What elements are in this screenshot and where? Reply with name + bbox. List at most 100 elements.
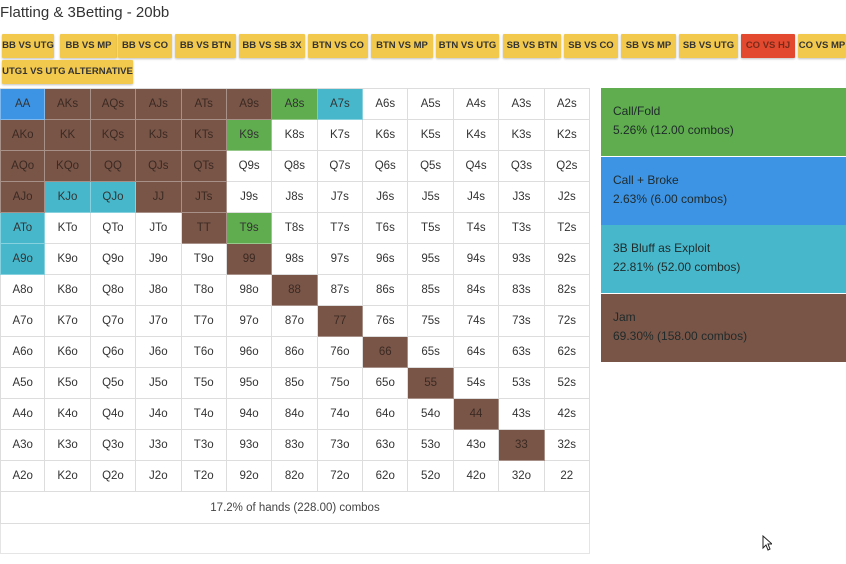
hand-cell-84o[interactable]: 84o xyxy=(272,399,318,430)
hand-cell-93o[interactable]: 93o xyxy=(226,430,273,461)
hand-cell-jto[interactable]: JTo xyxy=(136,213,182,244)
hand-cell-53s[interactable]: 53s xyxy=(499,368,545,399)
hand-cell-k5o[interactable]: K5o xyxy=(45,368,91,399)
hand-cell-97s[interactable]: 97s xyxy=(317,244,364,275)
hand-cell-j9s[interactable]: J9s xyxy=(226,182,273,213)
hand-cell-qjo[interactable]: QJo xyxy=(90,182,137,213)
hand-cell-j2s[interactable]: J2s xyxy=(544,182,590,213)
hand-cell-q4o[interactable]: Q4o xyxy=(90,399,137,430)
hand-cell-ato[interactable]: ATo xyxy=(0,213,46,244)
hand-cell-22[interactable]: 22 xyxy=(544,461,590,492)
hand-cell-a2o[interactable]: A2o xyxy=(0,461,46,492)
hand-cell-a3s[interactable]: A3s xyxy=(499,89,545,120)
hand-cell-q9o[interactable]: Q9o xyxy=(90,244,137,275)
hand-cell-96o[interactable]: 96o xyxy=(226,337,273,368)
hand-cell-66[interactable]: 66 xyxy=(363,337,409,368)
hand-cell-a8o[interactable]: A8o xyxy=(0,275,46,306)
hand-cell-64o[interactable]: 64o xyxy=(363,399,409,430)
hand-cell-kto[interactable]: KTo xyxy=(45,213,91,244)
hand-cell-j7s[interactable]: J7s xyxy=(317,182,364,213)
hand-cell-aa[interactable]: AA xyxy=(0,89,46,120)
hand-cell-86s[interactable]: 86s xyxy=(363,275,409,306)
hand-cell-95o[interactable]: 95o xyxy=(226,368,273,399)
hand-cell-32s[interactable]: 32s xyxy=(544,430,590,461)
hand-cell-44[interactable]: 44 xyxy=(453,399,500,430)
hand-cell-82o[interactable]: 82o xyxy=(272,461,318,492)
hand-cell-k2o[interactable]: K2o xyxy=(45,461,91,492)
hand-cell-t4s[interactable]: T4s xyxy=(453,213,500,244)
hand-cell-97o[interactable]: 97o xyxy=(226,306,273,337)
hand-cell-43o[interactable]: 43o xyxy=(453,430,500,461)
hand-cell-a5s[interactable]: A5s xyxy=(408,89,454,120)
hand-cell-t4o[interactable]: T4o xyxy=(181,399,227,430)
hand-cell-k3o[interactable]: K3o xyxy=(45,430,91,461)
hand-cell-qts[interactable]: QTs xyxy=(181,151,227,182)
hand-cell-j2o[interactable]: J2o xyxy=(136,461,182,492)
hand-cell-q3s[interactable]: Q3s xyxy=(499,151,545,182)
hand-cell-62s[interactable]: 62s xyxy=(544,337,590,368)
hand-cell-ako[interactable]: AKo xyxy=(0,120,46,151)
hand-cell-77[interactable]: 77 xyxy=(317,306,364,337)
hand-cell-a7s[interactable]: A7s xyxy=(317,89,364,120)
tab-co-vs-hj[interactable]: CO VS HJ xyxy=(741,34,795,58)
hand-cell-k4o[interactable]: K4o xyxy=(45,399,91,430)
hand-cell-j3s[interactable]: J3s xyxy=(499,182,545,213)
tab-sb-vs-utg[interactable]: SB VS UTG xyxy=(679,34,738,58)
tab-bb-vs-co[interactable]: BB VS CO xyxy=(118,34,172,58)
hand-cell-92o[interactable]: 92o xyxy=(226,461,273,492)
hand-cell-76s[interactable]: 76s xyxy=(363,306,409,337)
hand-cell-92s[interactable]: 92s xyxy=(544,244,590,275)
hand-cell-t3s[interactable]: T3s xyxy=(499,213,545,244)
hand-cell-q4s[interactable]: Q4s xyxy=(453,151,500,182)
hand-cell-k5s[interactable]: K5s xyxy=(408,120,454,151)
hand-cell-t9o[interactable]: T9o xyxy=(181,244,227,275)
hand-cell-t7s[interactable]: T7s xyxy=(317,213,364,244)
hand-cell-q6s[interactable]: Q6s xyxy=(363,151,409,182)
tab-bb-vs-btn[interactable]: BB VS BTN xyxy=(175,34,236,58)
hand-cell-t7o[interactable]: T7o xyxy=(181,306,227,337)
hand-cell-aks[interactable]: AKs xyxy=(45,89,91,120)
tab-btn-vs-mp[interactable]: BTN VS MP xyxy=(371,34,433,58)
hand-cell-94o[interactable]: 94o xyxy=(226,399,273,430)
legend-item-jam[interactable]: Jam 69.30% (158.00 combos) xyxy=(601,293,846,362)
hand-cell-j4s[interactable]: J4s xyxy=(453,182,500,213)
hand-cell-kqo[interactable]: KQo xyxy=(45,151,91,182)
hand-cell-65o[interactable]: 65o xyxy=(363,368,409,399)
hand-cell-98s[interactable]: 98s xyxy=(272,244,318,275)
hand-cell-33[interactable]: 33 xyxy=(499,430,545,461)
hand-cell-t9s[interactable]: T9s xyxy=(226,213,273,244)
hand-cell-54o[interactable]: 54o xyxy=(408,399,454,430)
legend-item-call-broke[interactable]: Call + Broke 2.63% (6.00 combos) xyxy=(601,156,846,225)
hand-cell-j5o[interactable]: J5o xyxy=(136,368,182,399)
hand-cell-aqo[interactable]: AQo xyxy=(0,151,46,182)
hand-cell-k7o[interactable]: K7o xyxy=(45,306,91,337)
tab-utg1-vs-utg-alternative[interactable]: UTG1 VS UTG ALTERNATIVE xyxy=(2,60,133,84)
hand-cell-q8s[interactable]: Q8s xyxy=(272,151,318,182)
hand-cell-k7s[interactable]: K7s xyxy=(317,120,364,151)
hand-cell-85o[interactable]: 85o xyxy=(272,368,318,399)
hand-cell-54s[interactable]: 54s xyxy=(453,368,500,399)
hand-cell-64s[interactable]: 64s xyxy=(453,337,500,368)
hand-cell-a4o[interactable]: A4o xyxy=(0,399,46,430)
hand-cell-kts[interactable]: KTs xyxy=(181,120,227,151)
tab-btn-vs-co[interactable]: BTN VS CO xyxy=(308,34,368,58)
hand-cell-t2s[interactable]: T2s xyxy=(544,213,590,244)
hand-cell-k9s[interactable]: K9s xyxy=(226,120,273,151)
hand-cell-55[interactable]: 55 xyxy=(408,368,454,399)
legend-item-call-fold[interactable]: Call/Fold 5.26% (12.00 combos) xyxy=(601,88,846,156)
hand-cell-82s[interactable]: 82s xyxy=(544,275,590,306)
hand-cell-t5o[interactable]: T5o xyxy=(181,368,227,399)
hand-cell-a6o[interactable]: A6o xyxy=(0,337,46,368)
tab-bb-vs-mp[interactable]: BB VS MP xyxy=(60,34,117,58)
hand-cell-k8s[interactable]: K8s xyxy=(272,120,318,151)
hand-cell-j7o[interactable]: J7o xyxy=(136,306,182,337)
hand-cell-j9o[interactable]: J9o xyxy=(136,244,182,275)
hand-cell-j5s[interactable]: J5s xyxy=(408,182,454,213)
hand-cell-j6o[interactable]: J6o xyxy=(136,337,182,368)
hand-cell-q9s[interactable]: Q9s xyxy=(226,151,273,182)
hand-cell-32o[interactable]: 32o xyxy=(499,461,545,492)
hand-cell-53o[interactable]: 53o xyxy=(408,430,454,461)
hand-cell-ajs[interactable]: AJs xyxy=(136,89,182,120)
hand-cell-a9s[interactable]: A9s xyxy=(226,89,273,120)
hand-cell-qq[interactable]: QQ xyxy=(90,151,137,182)
